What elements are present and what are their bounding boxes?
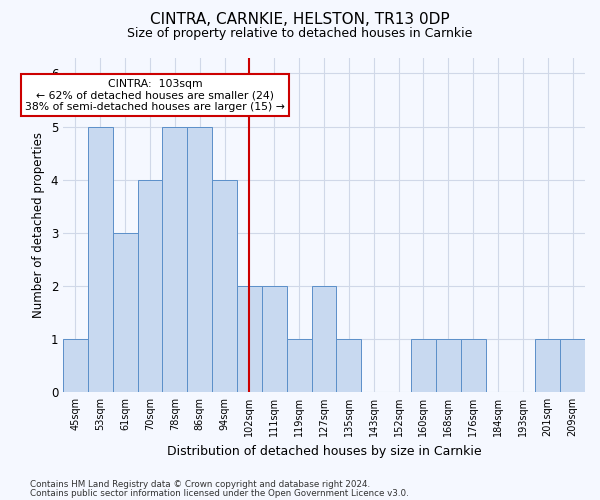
Bar — [411, 339, 436, 392]
Bar — [436, 339, 461, 392]
Bar — [113, 232, 137, 392]
Text: Size of property relative to detached houses in Carnkie: Size of property relative to detached ho… — [127, 28, 473, 40]
Bar — [88, 126, 113, 392]
Text: Contains public sector information licensed under the Open Government Licence v3: Contains public sector information licen… — [30, 488, 409, 498]
Bar — [287, 339, 311, 392]
Text: Contains HM Land Registry data © Crown copyright and database right 2024.: Contains HM Land Registry data © Crown c… — [30, 480, 370, 489]
Bar — [187, 126, 212, 392]
Bar — [212, 180, 237, 392]
Bar — [311, 286, 337, 392]
Text: CINTRA, CARNKIE, HELSTON, TR13 0DP: CINTRA, CARNKIE, HELSTON, TR13 0DP — [150, 12, 450, 28]
Bar — [337, 339, 361, 392]
Bar — [560, 339, 585, 392]
Y-axis label: Number of detached properties: Number of detached properties — [32, 132, 45, 318]
Bar — [63, 339, 88, 392]
Bar — [137, 180, 163, 392]
Bar — [461, 339, 485, 392]
Bar — [535, 339, 560, 392]
X-axis label: Distribution of detached houses by size in Carnkie: Distribution of detached houses by size … — [167, 444, 481, 458]
Text: CINTRA:  103sqm
← 62% of detached houses are smaller (24)
38% of semi-detached h: CINTRA: 103sqm ← 62% of detached houses … — [25, 78, 285, 112]
Bar — [262, 286, 287, 392]
Bar — [237, 286, 262, 392]
Bar — [163, 126, 187, 392]
